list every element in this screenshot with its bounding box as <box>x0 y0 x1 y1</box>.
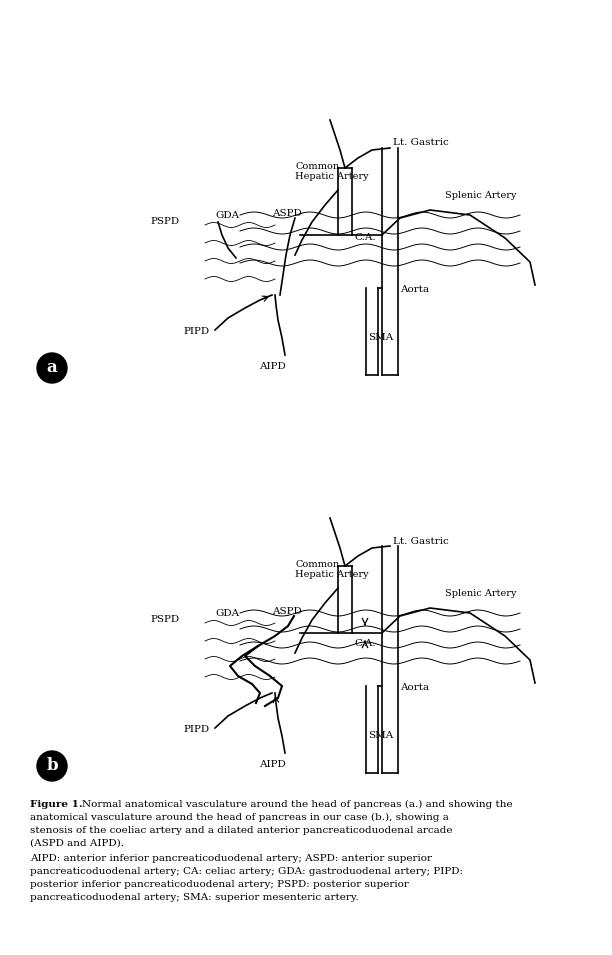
Text: Splenic Artery: Splenic Artery <box>445 190 517 200</box>
Text: Normal anatomical vasculature around the head of pancreas (a.) and showing the: Normal anatomical vasculature around the… <box>82 800 513 809</box>
Text: anatomical vasculature around the head of pancreas in our case (b.), showing a: anatomical vasculature around the head o… <box>30 813 449 822</box>
Text: posterior inferior pancreaticoduodenal artery; PSPD: posterior superior: posterior inferior pancreaticoduodenal a… <box>30 880 409 889</box>
Circle shape <box>37 751 67 781</box>
Text: ASPD: ASPD <box>272 606 302 616</box>
Text: C.A.: C.A. <box>354 232 376 242</box>
Text: Aorta: Aorta <box>400 684 429 692</box>
Text: a: a <box>47 359 58 376</box>
Text: SMA: SMA <box>368 333 394 343</box>
Text: AIPD: AIPD <box>259 760 285 769</box>
Text: Aorta: Aorta <box>400 286 429 294</box>
Text: PSPD: PSPD <box>151 218 180 226</box>
Text: Splenic Artery: Splenic Artery <box>445 588 517 598</box>
Text: SMA: SMA <box>368 732 394 740</box>
Text: pancreaticoduodenal artery; SMA: superior mesenteric artery.: pancreaticoduodenal artery; SMA: superio… <box>30 893 359 902</box>
Text: Lt. Gastric: Lt. Gastric <box>393 537 449 545</box>
Text: stenosis of the coeliac artery and a dilated anterior pancreaticoduodenal arcade: stenosis of the coeliac artery and a dil… <box>30 826 452 835</box>
Circle shape <box>37 353 67 383</box>
Text: C.A.: C.A. <box>354 639 376 647</box>
Text: PIPD: PIPD <box>184 726 210 734</box>
Text: AIPD: AIPD <box>259 362 285 371</box>
Text: GDA: GDA <box>216 210 240 220</box>
Text: PIPD: PIPD <box>184 328 210 336</box>
Text: Figure 1.: Figure 1. <box>30 800 83 809</box>
Text: pancreaticoduodenal artery; CA: celiac artery; GDA: gastroduodenal artery; PIPD:: pancreaticoduodenal artery; CA: celiac a… <box>30 867 463 876</box>
Text: Common
Hepatic Artery: Common Hepatic Artery <box>295 560 368 580</box>
Text: GDA: GDA <box>216 608 240 618</box>
Text: ASPD: ASPD <box>272 208 302 218</box>
Text: PSPD: PSPD <box>151 616 180 625</box>
Text: (ASPD and AIPD).: (ASPD and AIPD). <box>30 839 124 848</box>
Text: Lt. Gastric: Lt. Gastric <box>393 138 449 147</box>
Text: AIPD: anterior inferior pancreaticoduodenal artery; ASPD: anterior superior: AIPD: anterior inferior pancreaticoduode… <box>30 854 432 863</box>
Text: b: b <box>46 757 58 775</box>
Text: Common
Hepatic Artery: Common Hepatic Artery <box>295 162 368 181</box>
